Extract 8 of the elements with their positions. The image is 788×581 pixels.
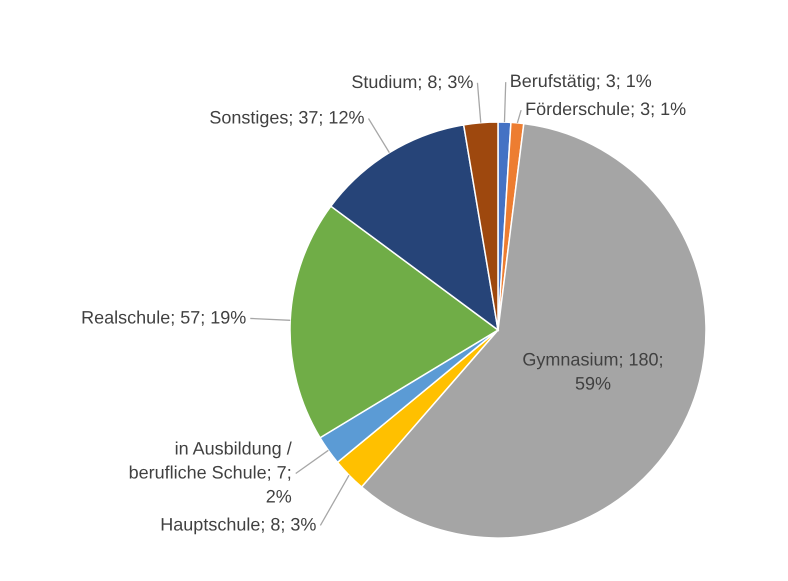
slice-label: Förderschule; 3; 1% bbox=[525, 98, 686, 119]
slice-label: Sonstiges; 37; 12% bbox=[209, 107, 364, 128]
slice-label: Studium; 8; 3% bbox=[351, 72, 474, 92]
slice-label: Hauptschule; 8; 3% bbox=[160, 514, 316, 534]
slice-label: in Ausbildung / berufliche Schule; 7; 2% bbox=[128, 438, 292, 506]
slice-label: Berufstätig; 3; 1% bbox=[510, 70, 652, 91]
slice-label: Gymnasium; 180; 59% bbox=[522, 349, 664, 394]
slice-label: Realschule; 57; 19% bbox=[81, 307, 246, 328]
